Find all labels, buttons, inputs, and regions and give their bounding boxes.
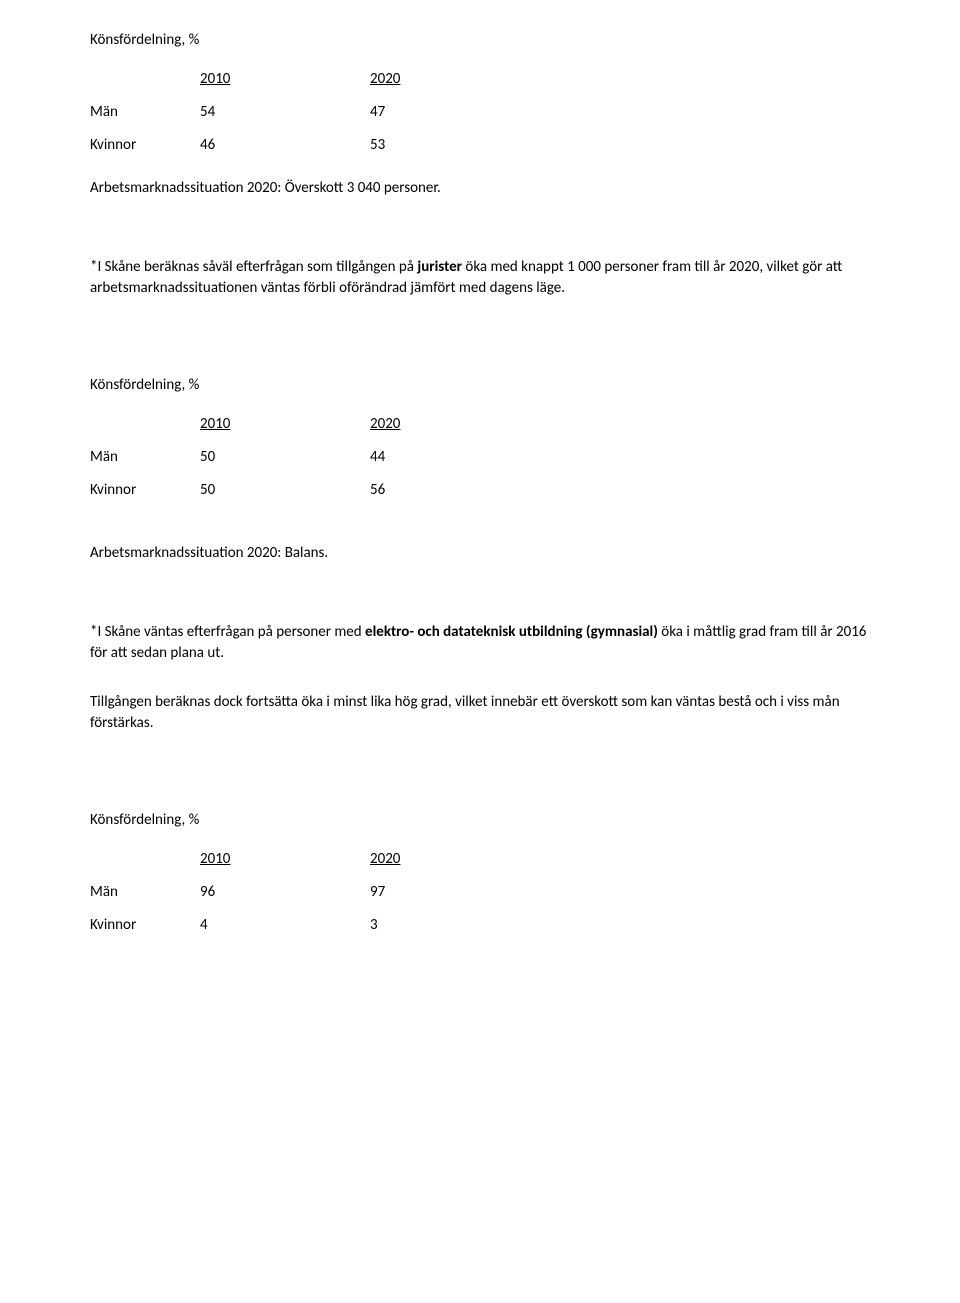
row-label: Kvinnor (90, 135, 200, 156)
row-val: 53 (370, 135, 590, 156)
table-row: Män 54 47 (90, 102, 870, 123)
blank (90, 414, 200, 435)
table-row: Kvinnor 50 56 (90, 480, 870, 501)
row-val: 46 (200, 135, 370, 156)
row-label: Män (90, 102, 200, 123)
row-label: Män (90, 447, 200, 468)
paragraph-tillgangen: Tillgången beräknas dock fortsätta öka i… (90, 692, 870, 734)
year-2020: 2020 (370, 69, 590, 90)
para2-pre: *I Skåne väntas efterfrågan på personer … (90, 623, 365, 641)
row-val: 56 (370, 480, 590, 501)
paragraph-elektro: *I Skåne väntas efterfrågan på personer … (90, 622, 870, 664)
year-2020: 2020 (370, 849, 590, 870)
section3-heading: Könsfördelning, % (90, 810, 870, 831)
para1-bold: jurister (417, 258, 462, 276)
section2-header-row: 2010 2020 (90, 414, 870, 435)
section1-header-row: 2010 2020 (90, 69, 870, 90)
row-label: Kvinnor (90, 480, 200, 501)
year-2010: 2010 (200, 69, 370, 90)
para1-pre: *I Skåne beräknas såväl efterfrågan som … (90, 258, 417, 276)
table-row: Män 50 44 (90, 447, 870, 468)
blank (90, 849, 200, 870)
row-label: Kvinnor (90, 915, 200, 936)
row-label: Män (90, 882, 200, 903)
row-val: 97 (370, 882, 590, 903)
row-val: 50 (200, 480, 370, 501)
section2-heading: Könsfördelning, % (90, 375, 870, 396)
year-2010: 2010 (200, 849, 370, 870)
row-val: 3 (370, 915, 590, 936)
blank (90, 69, 200, 90)
section1-heading: Könsfördelning, % (90, 30, 870, 51)
table-row: Män 96 97 (90, 882, 870, 903)
row-val: 54 (200, 102, 370, 123)
paragraph-jurister: *I Skåne beräknas såväl efterfrågan som … (90, 257, 870, 299)
row-val: 47 (370, 102, 590, 123)
row-val: 50 (200, 447, 370, 468)
row-val: 96 (200, 882, 370, 903)
table-row: Kvinnor 46 53 (90, 135, 870, 156)
year-2020: 2020 (370, 414, 590, 435)
row-val: 44 (370, 447, 590, 468)
row-val: 4 (200, 915, 370, 936)
year-2010: 2010 (200, 414, 370, 435)
section2-status: Arbetsmarknadssituation 2020: Balans. (90, 543, 870, 564)
para2-bold: elektro- och datateknisk utbildning (gym… (365, 623, 658, 641)
table-row: Kvinnor 4 3 (90, 915, 870, 936)
section3-header-row: 2010 2020 (90, 849, 870, 870)
section1-status: Arbetsmarknadssituation 2020: Överskott … (90, 178, 870, 199)
